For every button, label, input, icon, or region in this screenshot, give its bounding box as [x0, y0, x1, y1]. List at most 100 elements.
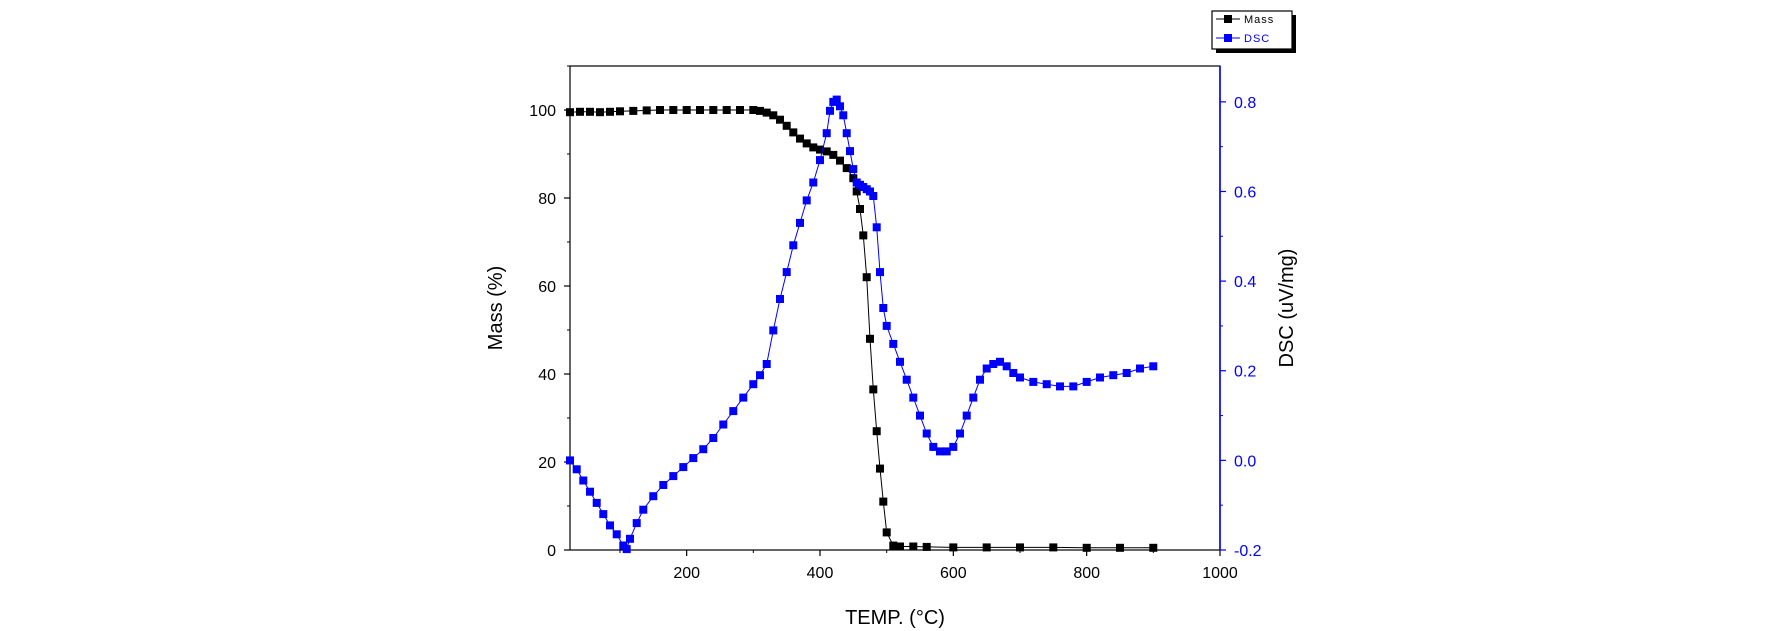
data-point-mass: [789, 128, 798, 137]
x-tick-label: 1000: [1202, 565, 1238, 582]
data-point-mass: [862, 273, 871, 282]
data-point-dsc: [809, 178, 818, 187]
data-point-dsc: [649, 492, 658, 501]
data-point-mass: [882, 528, 891, 537]
series-line-mass: [569, 109, 1154, 549]
data-point-mass: [606, 107, 614, 116]
y-left-tick-label: 80: [538, 191, 556, 208]
data-point-mass: [576, 107, 584, 116]
data-point-dsc: [836, 102, 844, 111]
data-point-dsc: [709, 434, 718, 442]
data-point-dsc: [976, 375, 984, 384]
data-point-mass: [836, 156, 844, 165]
data-point-mass: [669, 106, 678, 114]
data-point-dsc: [566, 456, 574, 465]
y-right-tick-label: 0.2: [1234, 364, 1256, 381]
data-point-dsc: [739, 393, 748, 402]
data-point-mass: [656, 106, 664, 114]
data-point-mass: [709, 106, 718, 114]
data-point-dsc: [592, 498, 601, 507]
data-point-dsc: [1096, 373, 1104, 382]
data-point-mass: [829, 150, 838, 159]
data-point-mass: [749, 106, 758, 114]
data-point-mass: [842, 164, 851, 173]
data-point-mass: [616, 107, 624, 116]
data-point-dsc: [659, 481, 668, 489]
data-point-mass: [949, 543, 958, 552]
data-point-dsc: [872, 223, 881, 232]
data-point-mass: [762, 108, 771, 117]
data-point-dsc: [822, 129, 831, 138]
data-point-dsc: [956, 429, 964, 438]
data-point-dsc: [639, 505, 648, 514]
data-point-dsc: [902, 375, 911, 384]
data-point-dsc: [969, 393, 978, 402]
data-point-mass: [816, 145, 824, 154]
y-right-tick-label: 0.8: [1234, 95, 1256, 112]
data-point-mass: [682, 106, 691, 114]
legend-dsc-label: DSC: [1244, 33, 1270, 45]
data-point-dsc: [982, 364, 991, 373]
data-point-dsc: [802, 196, 811, 205]
data-point-mass: [866, 334, 874, 343]
data-point-dsc: [756, 371, 764, 380]
data-point-mass: [876, 464, 884, 473]
data-point-dsc: [869, 192, 878, 200]
data-point-dsc: [622, 545, 631, 554]
legend-mass-marker: [1224, 15, 1232, 23]
data-point-mass: [872, 427, 881, 436]
legend-mass-label: Mass: [1244, 14, 1274, 26]
plot-area: [569, 65, 1221, 551]
data-point-mass: [586, 107, 594, 116]
data-point-mass: [852, 187, 861, 196]
data-point-dsc: [612, 530, 621, 539]
data-point-dsc: [1009, 369, 1018, 377]
data-point-mass: [1116, 543, 1124, 552]
data-point-mass: [896, 542, 904, 551]
data-point-dsc: [922, 429, 931, 438]
y-left-tick-label: 20: [538, 455, 556, 472]
series-mass: [566, 106, 1158, 552]
y-left-tick-label: 60: [538, 279, 556, 296]
data-point-dsc: [879, 304, 888, 312]
data-point-mass: [696, 106, 704, 114]
data-point-mass: [822, 147, 831, 156]
data-point-dsc: [896, 357, 904, 366]
data-point-dsc: [749, 380, 758, 389]
y-right-tick-label: 0.6: [1234, 184, 1256, 201]
y-left-axis-title: Mass (%): [485, 266, 507, 350]
data-point-mass: [629, 106, 638, 115]
data-point-dsc: [1122, 369, 1131, 377]
y-right-axis: -0.2 0.0 0.2 0.4 0.6 0.8: [1220, 95, 1262, 560]
x-tick-label: 400: [807, 565, 834, 582]
data-point-dsc: [889, 339, 898, 348]
data-point-dsc: [996, 357, 1004, 366]
data-point-dsc: [1042, 380, 1051, 389]
y-right-tick-label: 0.0: [1234, 453, 1256, 470]
data-point-mass: [722, 106, 731, 114]
data-point-mass: [859, 231, 868, 240]
data-point-mass: [642, 106, 651, 115]
x-tick-label: 200: [673, 565, 700, 582]
y-right-tick-label: 0.4: [1234, 274, 1256, 291]
data-point-dsc: [1002, 362, 1011, 371]
data-point-dsc: [606, 521, 614, 530]
data-point-dsc: [876, 268, 884, 277]
data-point-mass: [1149, 543, 1158, 552]
data-point-dsc: [789, 241, 798, 250]
legend: Mass DSC: [1211, 10, 1296, 53]
data-point-mass: [869, 385, 878, 394]
x-axis-title: TEMP. (°C): [845, 607, 945, 629]
data-point-dsc: [846, 147, 854, 156]
data-point-mass: [922, 542, 931, 551]
data-point-dsc: [849, 165, 858, 174]
data-point-dsc: [599, 510, 608, 519]
data-point-dsc: [769, 326, 778, 335]
data-point-dsc: [669, 472, 678, 481]
data-point-dsc: [936, 447, 944, 456]
series-line-dsc: [569, 98, 1154, 551]
data-point-dsc: [949, 442, 958, 451]
series-dsc: [566, 95, 1158, 554]
data-point-dsc: [626, 534, 634, 543]
